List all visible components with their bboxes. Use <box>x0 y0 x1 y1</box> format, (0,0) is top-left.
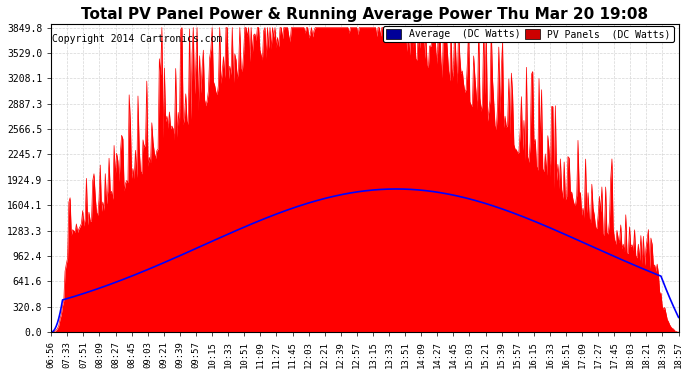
Text: Copyright 2014 Cartronics.com: Copyright 2014 Cartronics.com <box>52 34 223 44</box>
Title: Total PV Panel Power & Running Average Power Thu Mar 20 19:08: Total PV Panel Power & Running Average P… <box>81 7 649 22</box>
Legend: Average  (DC Watts), PV Panels  (DC Watts): Average (DC Watts), PV Panels (DC Watts) <box>383 26 673 42</box>
